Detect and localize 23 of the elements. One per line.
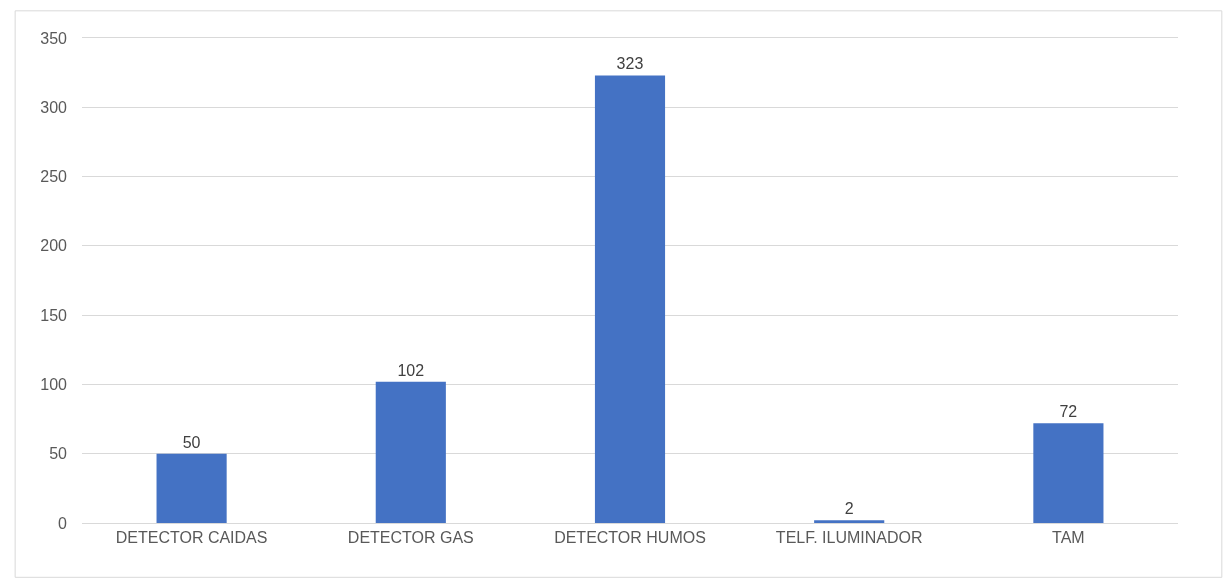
bar: [1033, 423, 1104, 523]
bar: [375, 381, 446, 523]
y-tick-label: 100: [40, 376, 68, 394]
x-tick-label: DETECTOR CAIDAS: [115, 529, 268, 547]
bar: [814, 520, 885, 523]
data-label: 323: [616, 55, 644, 73]
x-tick-label: TELF. ILUMINADOR: [775, 529, 923, 547]
bar: [156, 453, 227, 523]
y-tick-label: 50: [49, 445, 68, 463]
y-tick-label: 150: [40, 306, 68, 324]
data-label: 72: [1059, 403, 1078, 421]
bar: [594, 75, 666, 523]
x-tick-label: DETECTOR GAS: [347, 529, 474, 547]
data-label: 102: [397, 361, 425, 379]
y-tick-label: 0: [58, 514, 68, 532]
y-tick-label: 200: [40, 237, 68, 255]
y-tick-label: 350: [40, 29, 68, 47]
y-tick-label: 250: [40, 168, 68, 186]
data-label: 2: [844, 500, 854, 518]
data-label: 50: [182, 433, 201, 451]
x-tick-label: TAM: [1052, 529, 1085, 547]
x-tick-label: DETECTOR HUMOS: [554, 529, 706, 547]
y-tick-label: 300: [40, 98, 68, 116]
